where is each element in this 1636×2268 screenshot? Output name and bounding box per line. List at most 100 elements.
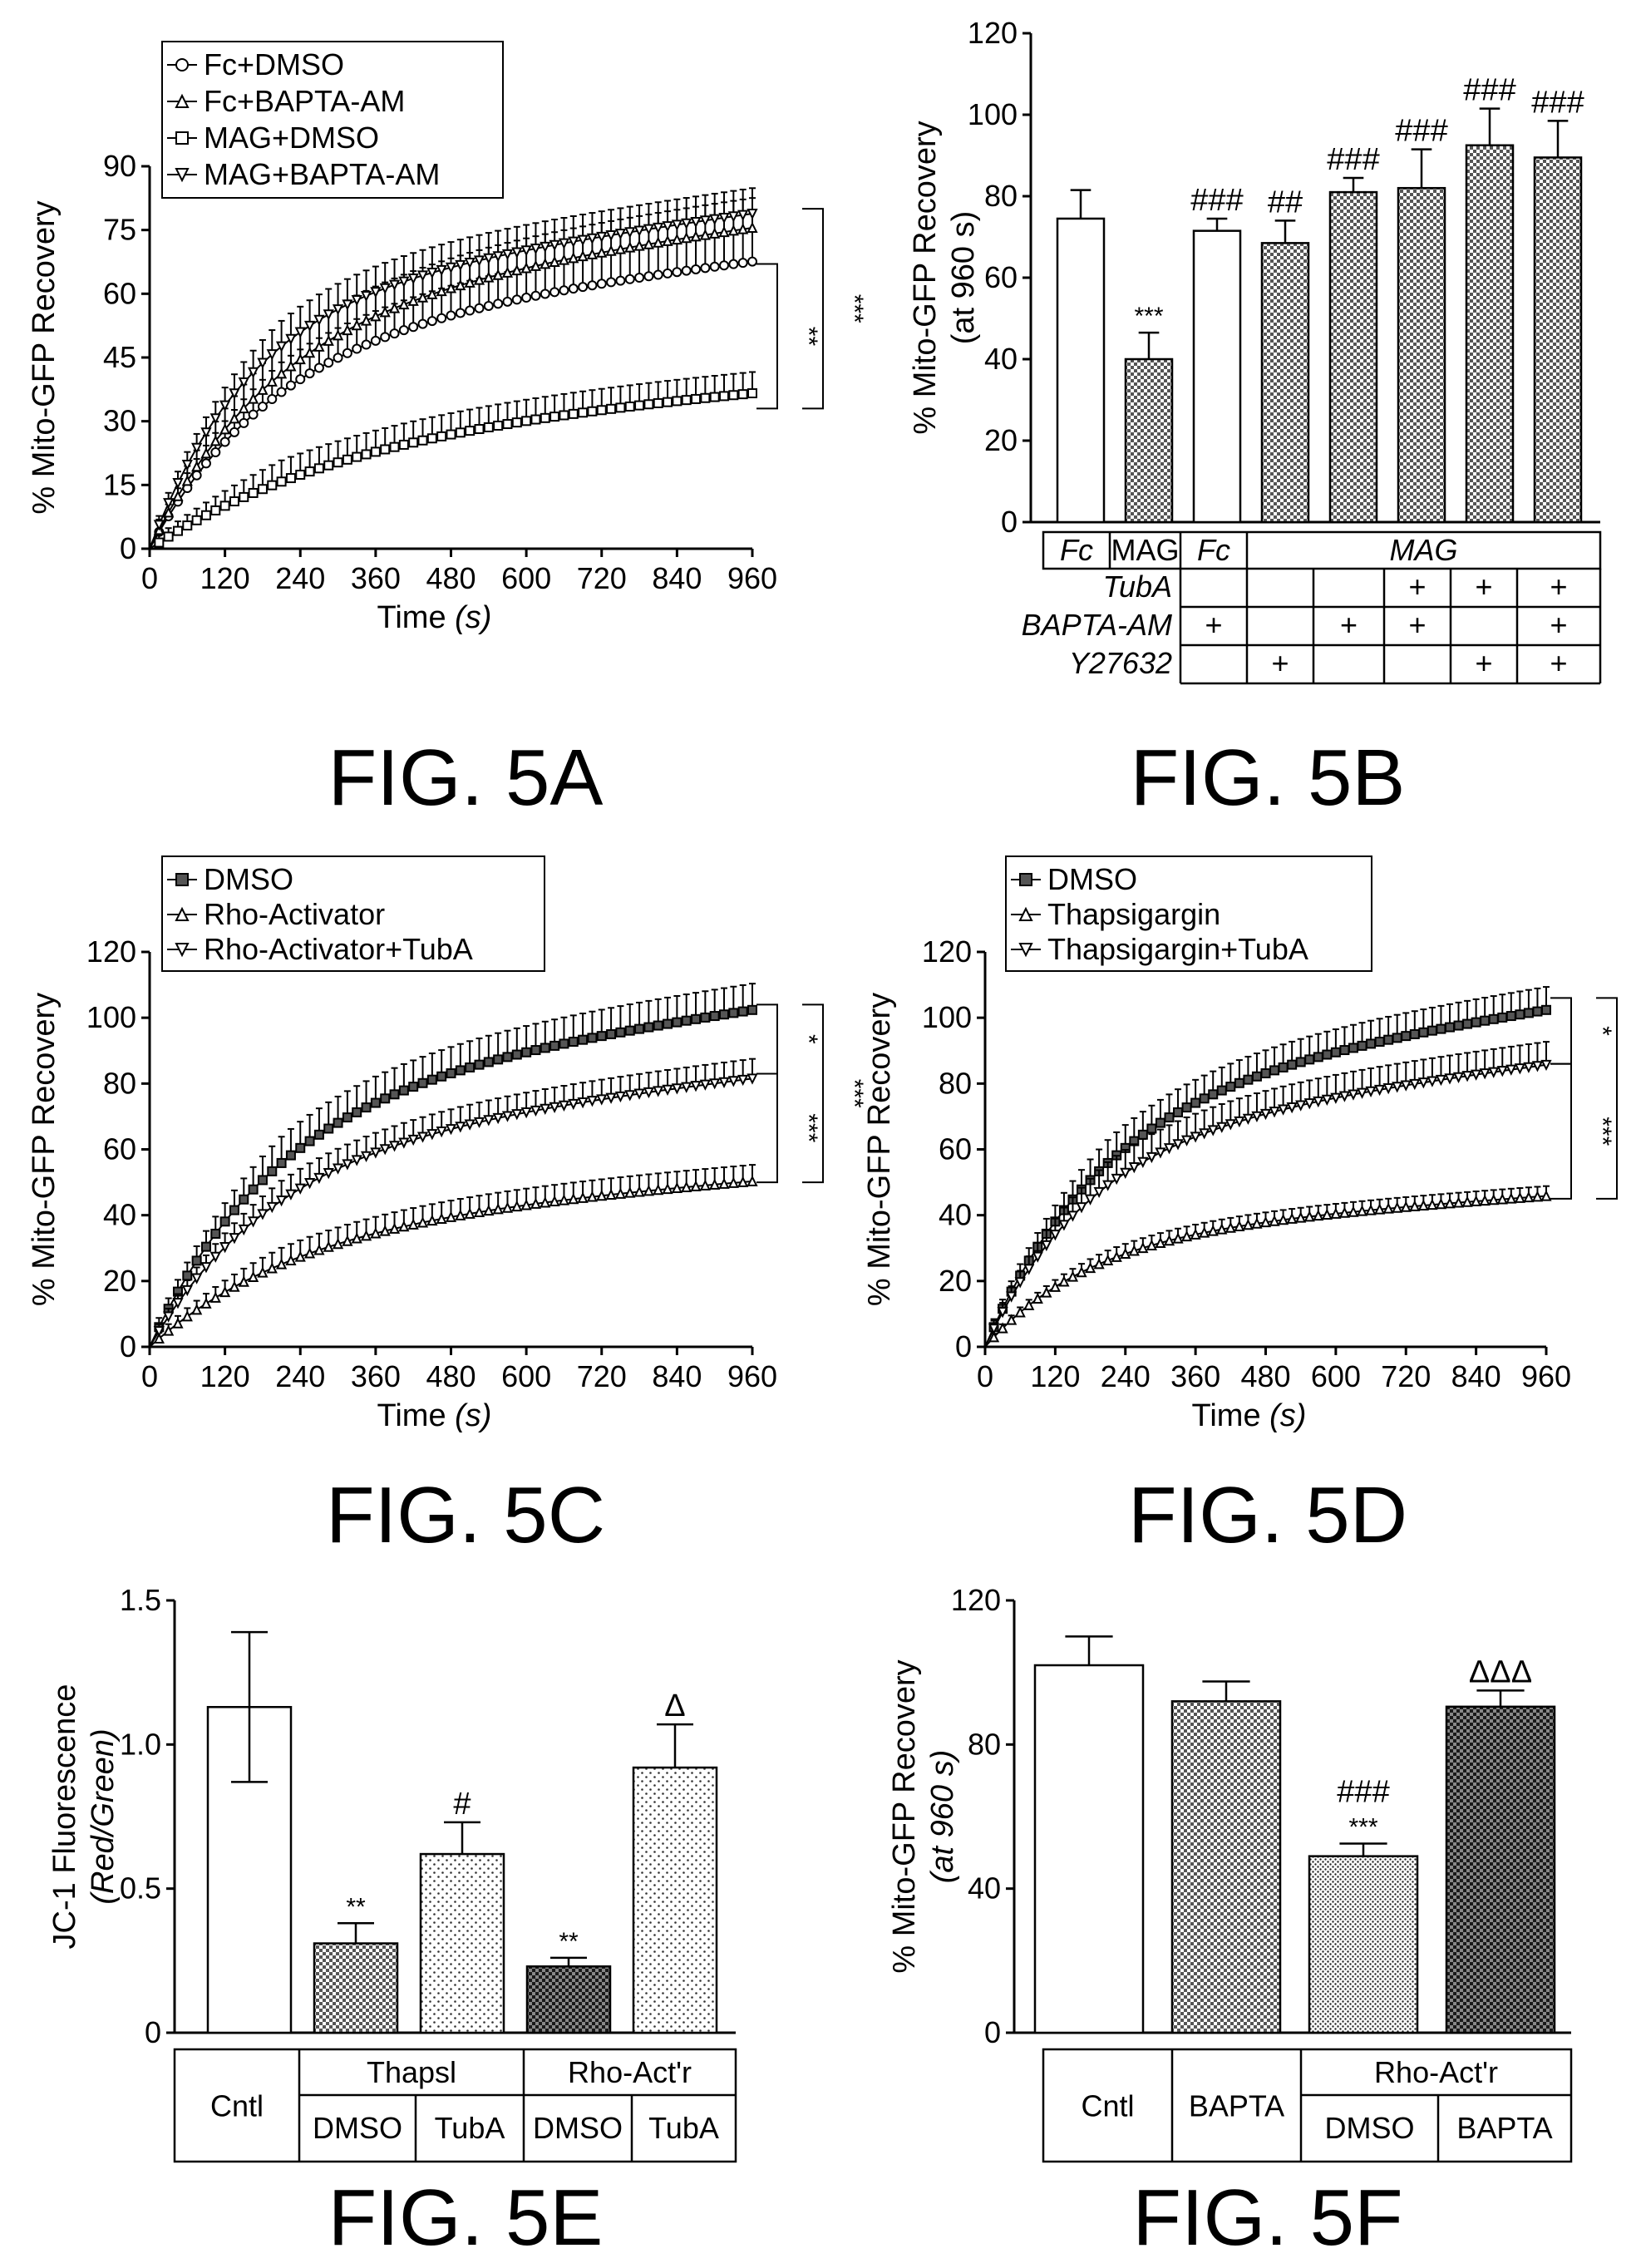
panel-5e: 0 0.5 1.0 1.5 JC-1 Fluorescence (Red/Green) **… <box>47 1583 737 2262</box>
data-point <box>483 300 494 311</box>
data-point <box>351 294 362 307</box>
data-point <box>1032 1292 1043 1304</box>
data-point <box>1303 1210 1315 1222</box>
data-point <box>483 422 494 432</box>
bar-group: ** <box>313 1893 399 2034</box>
data-point <box>1208 1089 1219 1100</box>
y-axis-label-text: % Mito-GFP Recovery <box>887 1659 922 1973</box>
data-point <box>370 1097 381 1108</box>
bar-annotation: Δ <box>664 1689 685 1723</box>
data-point <box>1093 1258 1105 1270</box>
data-point <box>521 1047 532 1058</box>
y-tick-label: 0 <box>984 2015 1001 2049</box>
data-point <box>549 1195 560 1206</box>
group-table: Cntl BAPTA Rho-Act'r DMSO BAPTA <box>1042 2048 1573 2163</box>
data-point <box>388 1141 401 1152</box>
data-point <box>248 487 259 498</box>
data-point <box>663 397 673 407</box>
data-point <box>257 1175 268 1186</box>
data-point <box>360 314 372 326</box>
data-point <box>313 1129 324 1140</box>
table-mark: + <box>1550 569 1567 604</box>
data-point <box>502 296 513 307</box>
data-point <box>1541 1004 1551 1015</box>
data-point <box>1427 1025 1437 1036</box>
data-point <box>247 1216 259 1228</box>
series-rho-activator <box>149 1164 758 1348</box>
y-tick-label: 100 <box>968 97 1018 131</box>
data-point <box>465 426 476 436</box>
data-point <box>370 1227 382 1239</box>
data-point <box>1287 1059 1298 1070</box>
data-point <box>1277 1214 1289 1225</box>
y-tick-label: 120 <box>968 16 1018 50</box>
data-point <box>1181 1102 1192 1113</box>
data-point <box>1373 1084 1386 1097</box>
data-point <box>727 224 739 236</box>
y-axis-label: % Mito-GFP Recovery <box>862 993 897 1306</box>
data-point <box>247 1270 259 1283</box>
data-point <box>1259 1108 1272 1121</box>
data-point <box>700 392 711 403</box>
data-point <box>446 429 456 440</box>
data-point <box>446 1067 456 1078</box>
data-point <box>473 1205 485 1217</box>
data-point <box>323 1240 334 1252</box>
data-point <box>219 1242 231 1254</box>
data-point <box>596 405 607 416</box>
data-point <box>304 1136 315 1146</box>
y-tick-label: 0 <box>955 1329 972 1363</box>
data-point <box>493 420 504 431</box>
data-point <box>257 484 268 495</box>
y-tick-label: 60 <box>103 276 136 310</box>
data-point <box>398 439 409 450</box>
data-point <box>1357 1040 1367 1051</box>
data-point <box>398 1220 410 1232</box>
table-mark: + <box>1550 608 1567 642</box>
data-point <box>1479 1194 1491 1206</box>
data-point <box>1382 1083 1394 1095</box>
data-point <box>653 1086 664 1097</box>
bar-group: ** <box>525 1928 612 2034</box>
data-point <box>445 262 457 274</box>
data-point <box>719 1009 730 1020</box>
x-tick-label: 720 <box>577 561 627 595</box>
data-point <box>1295 1100 1307 1112</box>
data-point <box>568 236 579 248</box>
y-axis-label-text: % Mito-GFP Recovery <box>908 121 943 434</box>
data-point <box>718 225 730 238</box>
data-point <box>239 491 249 502</box>
data-point <box>239 1194 249 1205</box>
bar-group: ## <box>1260 185 1310 524</box>
data-point <box>540 1196 551 1208</box>
data-point <box>416 270 429 282</box>
y-tick-label: 0.5 <box>120 1871 161 1906</box>
data-point <box>436 313 447 323</box>
bar-group: # <box>419 1787 505 2034</box>
data-point <box>200 447 212 459</box>
y-axis-label: % Mito-GFP Recovery (at 960 s) <box>887 1659 960 1973</box>
data-point <box>568 1098 579 1111</box>
data-point <box>388 302 401 313</box>
data-point <box>257 383 269 395</box>
data-point <box>285 360 297 372</box>
data-point <box>1199 1093 1210 1104</box>
data-point <box>1488 1013 1499 1024</box>
x-tick-label: 240 <box>1101 1359 1151 1393</box>
data-point <box>747 1004 757 1015</box>
data-point <box>267 1166 278 1176</box>
data-point <box>1014 1306 1026 1318</box>
data-point <box>501 1111 514 1122</box>
y-tick-label: 30 <box>103 404 136 438</box>
table-group-label: MAG <box>1389 533 1457 567</box>
data-point <box>388 1222 401 1234</box>
data-point <box>699 215 711 227</box>
table-mark: + <box>1475 646 1492 680</box>
data-point <box>426 288 438 299</box>
data-point <box>483 1204 495 1216</box>
data-point <box>699 1079 711 1091</box>
data-point <box>464 276 476 288</box>
data-point <box>257 357 269 369</box>
